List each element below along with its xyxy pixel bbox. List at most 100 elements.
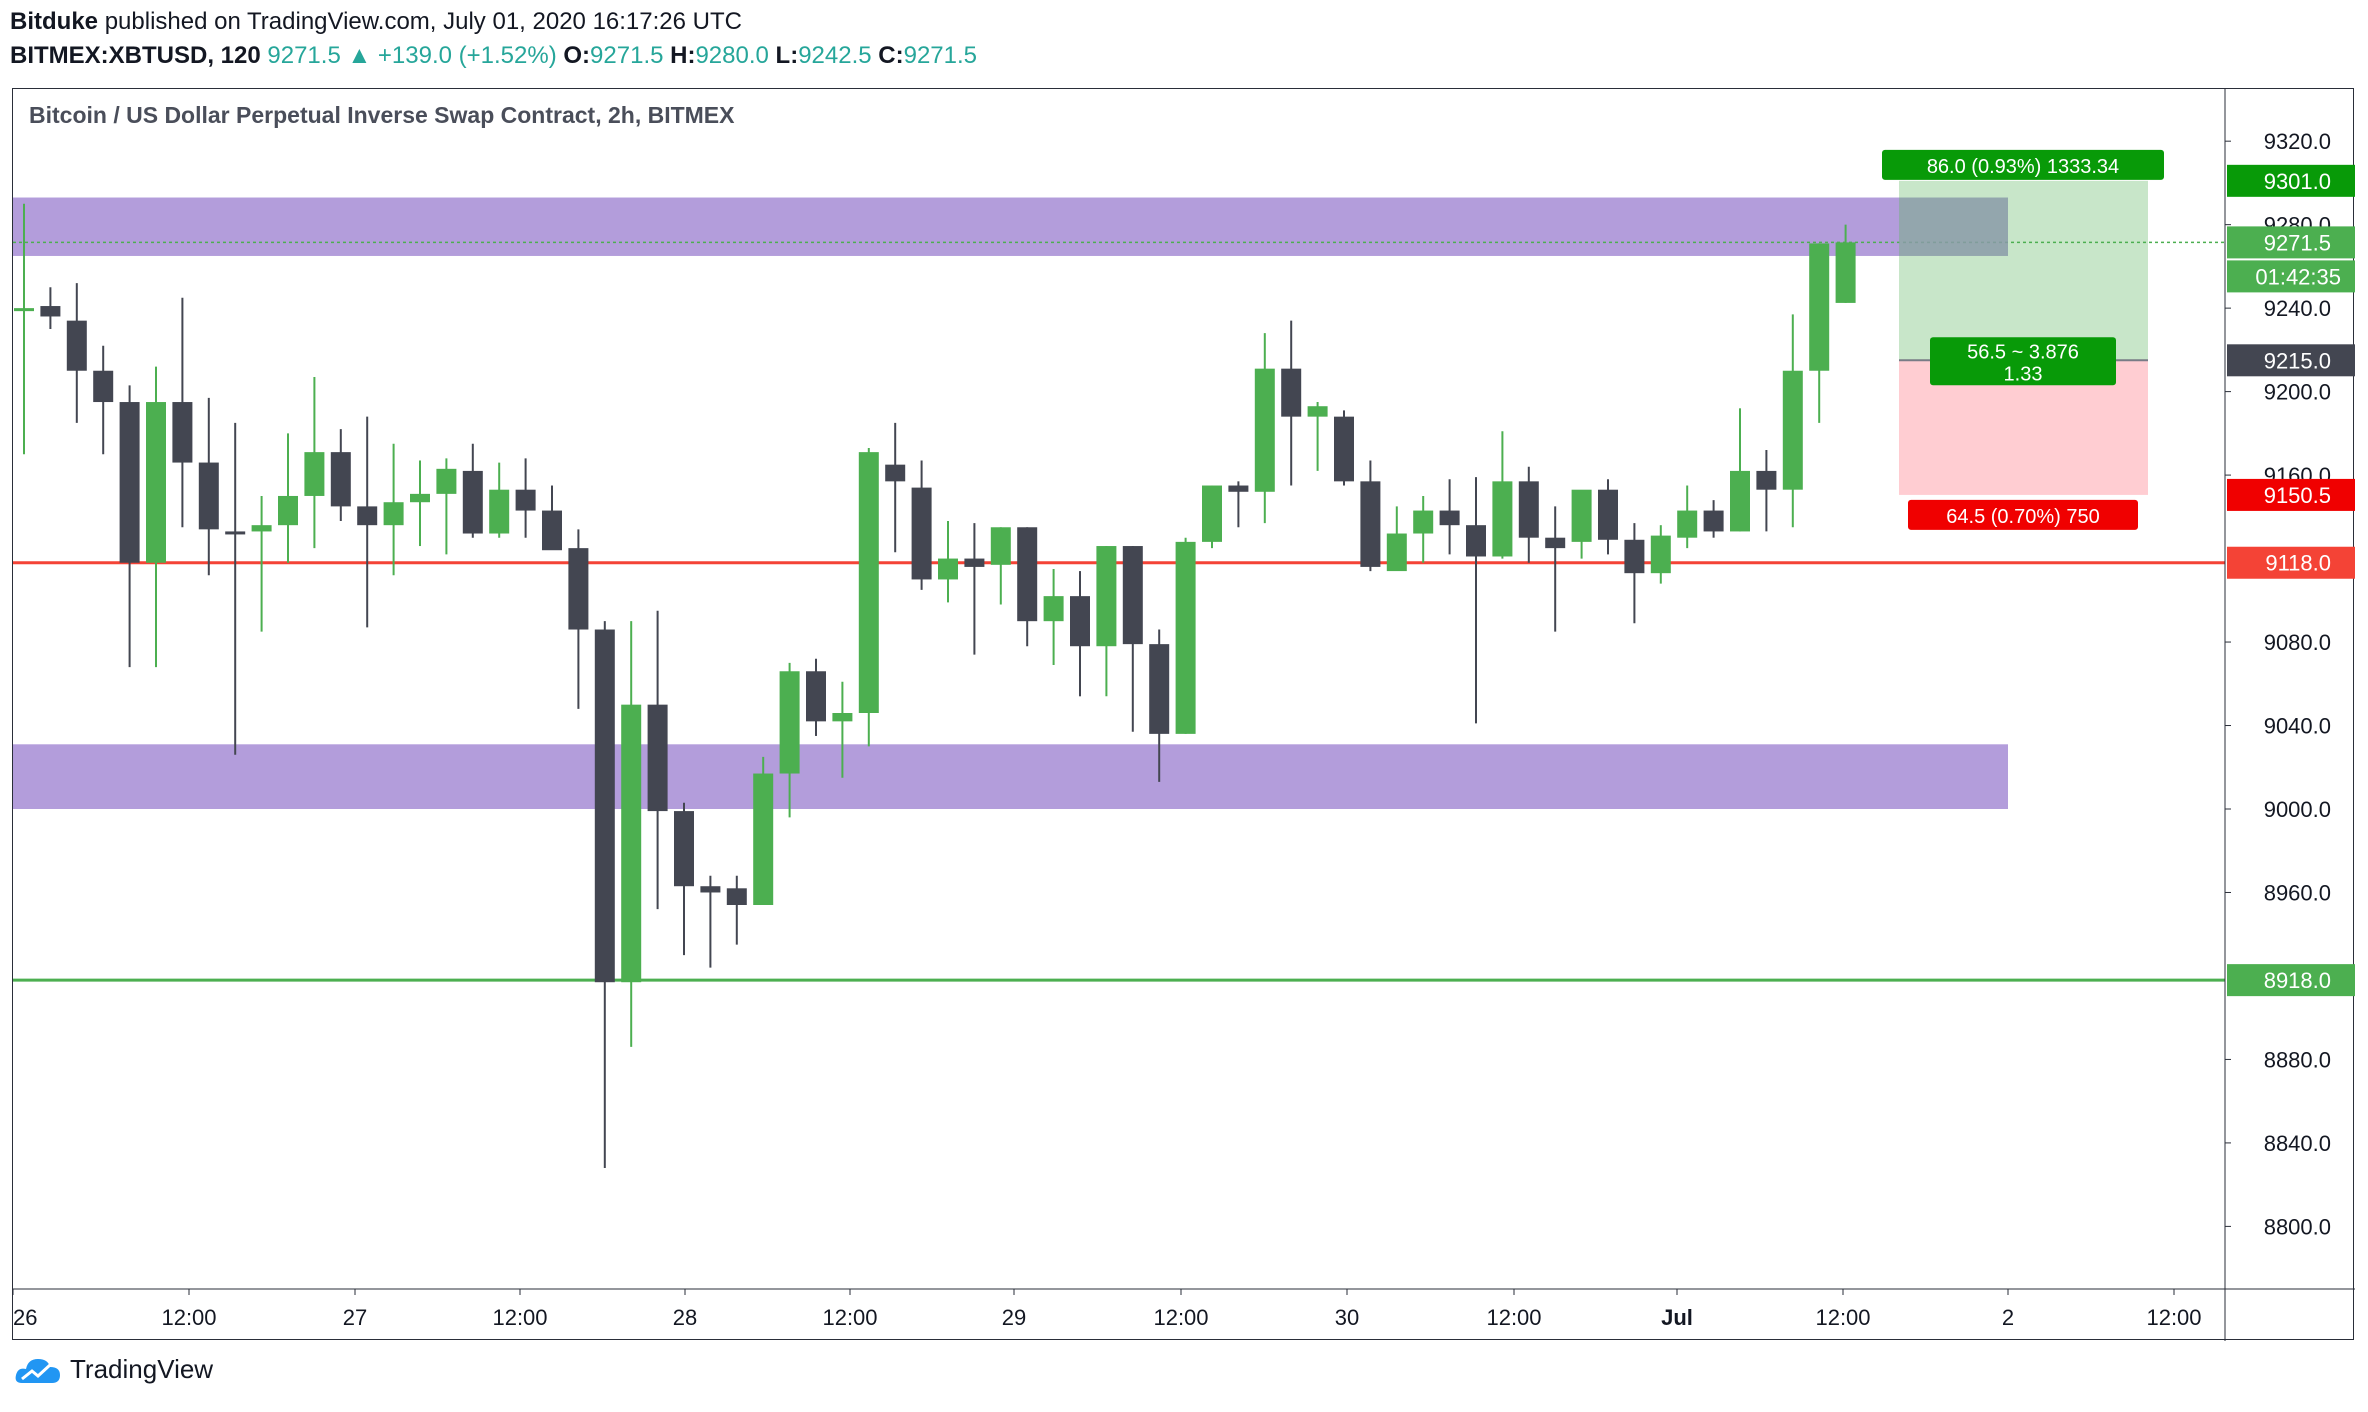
candle-body xyxy=(1017,527,1038,622)
candle-body xyxy=(1281,368,1302,417)
resistance-zone-1 xyxy=(13,744,2008,809)
candle xyxy=(1281,320,1302,486)
current-price-badge: 9271.5 xyxy=(2264,230,2331,255)
chart-frame[interactable]: Bitcoin / US Dollar Perpetual Inverse Sw… xyxy=(12,88,2355,1341)
low-label: L: xyxy=(775,42,799,69)
candle-body xyxy=(1545,537,1566,549)
candle xyxy=(198,397,219,576)
candle xyxy=(858,447,879,747)
candle-body xyxy=(806,671,826,722)
open-label: O: xyxy=(563,42,591,69)
candle xyxy=(1228,481,1249,528)
candle-body xyxy=(14,308,34,312)
candle-body xyxy=(621,704,642,983)
candle-body xyxy=(647,704,668,812)
zone-overlap xyxy=(1899,197,2008,256)
price-tick-label: 9080.0 xyxy=(2264,630,2331,655)
candle xyxy=(1334,410,1354,486)
candle-body xyxy=(674,811,694,887)
stop-badge: 64.5 (0.70%) 750 xyxy=(1908,499,2138,530)
countdown-bg xyxy=(2227,260,2355,293)
candle xyxy=(225,422,246,755)
candle xyxy=(172,297,193,528)
candle-body xyxy=(542,510,562,551)
level-badge-1-bg xyxy=(2227,964,2355,997)
price-chart[interactable]: Bitcoin / US Dollar Perpetual Inverse Sw… xyxy=(13,89,2355,1341)
candle xyxy=(357,416,378,628)
level-badge-0: 9118.0 xyxy=(2265,551,2331,576)
time-tick-label: 2 xyxy=(2002,1305,2014,1330)
candle-body xyxy=(66,320,87,371)
candle xyxy=(14,203,34,455)
low-value: 9242.5 xyxy=(798,42,872,69)
high-label: H: xyxy=(670,42,696,69)
candle xyxy=(1624,523,1645,624)
time-tick-label: 30 xyxy=(1335,1305,1359,1330)
stop-badge-bg xyxy=(1908,499,2138,530)
candle-body xyxy=(1228,485,1249,492)
high-value: 9280.0 xyxy=(695,42,769,69)
candle-body xyxy=(1677,510,1698,538)
level-badge-0-bg xyxy=(2227,546,2355,579)
candle-body xyxy=(1386,533,1407,572)
candle xyxy=(726,875,747,945)
candle-body xyxy=(383,502,404,526)
target-badge-bg xyxy=(1882,149,2164,180)
candle xyxy=(1149,629,1170,782)
candle xyxy=(304,377,325,549)
last-price: 9271.5 xyxy=(267,42,341,69)
candle xyxy=(1307,402,1328,471)
candle-body xyxy=(198,462,219,530)
price-tick-label: 8960.0 xyxy=(2264,880,2331,905)
candle xyxy=(568,529,589,709)
risk-reward-badge-text: 56.5 ~ 3.876 xyxy=(1967,341,2079,363)
candle-body xyxy=(700,886,721,893)
current-price-badge-bg xyxy=(2227,226,2355,259)
candle xyxy=(1043,569,1064,665)
tradingview-brand[interactable]: TradingView xyxy=(70,1354,214,1384)
candle-body xyxy=(1043,596,1064,622)
candle-body xyxy=(1782,370,1803,490)
target-badge-text: 86.0 (0.93%) 1333.34 xyxy=(1927,156,2119,178)
candle-body xyxy=(1149,644,1170,734)
candle xyxy=(1439,479,1460,555)
candle xyxy=(119,385,140,668)
candle-body xyxy=(119,402,140,563)
publish-info: Bitduke published on TradingView.com, Ju… xyxy=(10,8,742,36)
candle xyxy=(1809,243,1830,423)
candle-body xyxy=(146,402,166,563)
candle xyxy=(330,429,351,521)
candle xyxy=(1703,500,1724,538)
time-tick-label: 27 xyxy=(343,1305,367,1330)
candle-body xyxy=(1598,489,1618,540)
target-badge: 86.0 (0.93%) 1333.34 xyxy=(1882,149,2164,180)
candle xyxy=(1571,489,1592,559)
candle-body xyxy=(726,888,747,905)
author-name[interactable]: Bitduke xyxy=(10,8,99,35)
candle xyxy=(1650,525,1671,584)
candle xyxy=(251,495,272,632)
candle-body xyxy=(278,495,298,526)
candle xyxy=(278,433,298,563)
open-value: 9271.5 xyxy=(590,42,664,69)
candle-body xyxy=(1730,470,1750,532)
candle-body xyxy=(1835,242,1856,303)
candle-body xyxy=(462,470,483,534)
candle xyxy=(1017,527,1038,647)
time-tick-label: 12:00 xyxy=(1815,1305,1870,1330)
candle-body xyxy=(1070,596,1090,647)
close-value: 9271.5 xyxy=(903,42,977,69)
price-tick-label: 9200.0 xyxy=(2264,380,2331,405)
candle xyxy=(40,287,61,329)
price-tick-label: 9320.0 xyxy=(2264,129,2331,154)
candle xyxy=(1386,506,1407,572)
candle-body xyxy=(964,558,985,567)
candle xyxy=(753,756,774,905)
candle xyxy=(964,523,985,655)
candle xyxy=(885,422,906,553)
candle xyxy=(383,443,404,576)
symbol-label[interactable]: BITMEX:XBTUSD, 120 xyxy=(10,42,261,69)
time-tick-label: Jul xyxy=(1661,1305,1693,1330)
candle-body xyxy=(1492,481,1513,557)
candle xyxy=(621,621,642,1047)
